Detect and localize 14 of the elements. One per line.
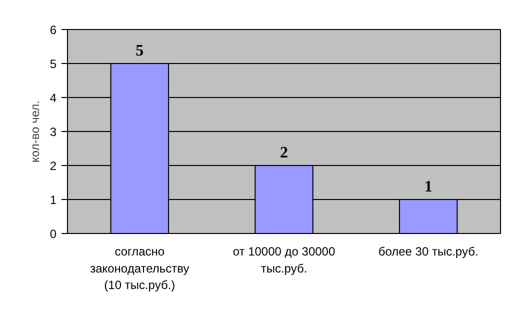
data-label: 5 (136, 42, 144, 60)
y-tick-label: 4 (50, 91, 57, 105)
y-tick-label: 1 (50, 193, 57, 207)
x-tick-label: более 30 тыс.руб. (378, 244, 478, 258)
x-tick-label: от 10000 до 30000 тыс.руб. (232, 244, 336, 276)
data-label: 2 (280, 144, 288, 162)
y-tick-label: 0 (50, 227, 57, 241)
y-tick-label: 5 (50, 57, 57, 71)
y-axis-title: кол-во чел. (28, 100, 42, 162)
x-tick-label: согласно законодательству (10 тыс.руб.) (90, 244, 190, 292)
data-label: 1 (424, 178, 432, 196)
y-tick-label: 2 (50, 159, 57, 173)
y-tick-label: 6 (50, 23, 57, 37)
y-tick-label: 3 (50, 125, 57, 139)
